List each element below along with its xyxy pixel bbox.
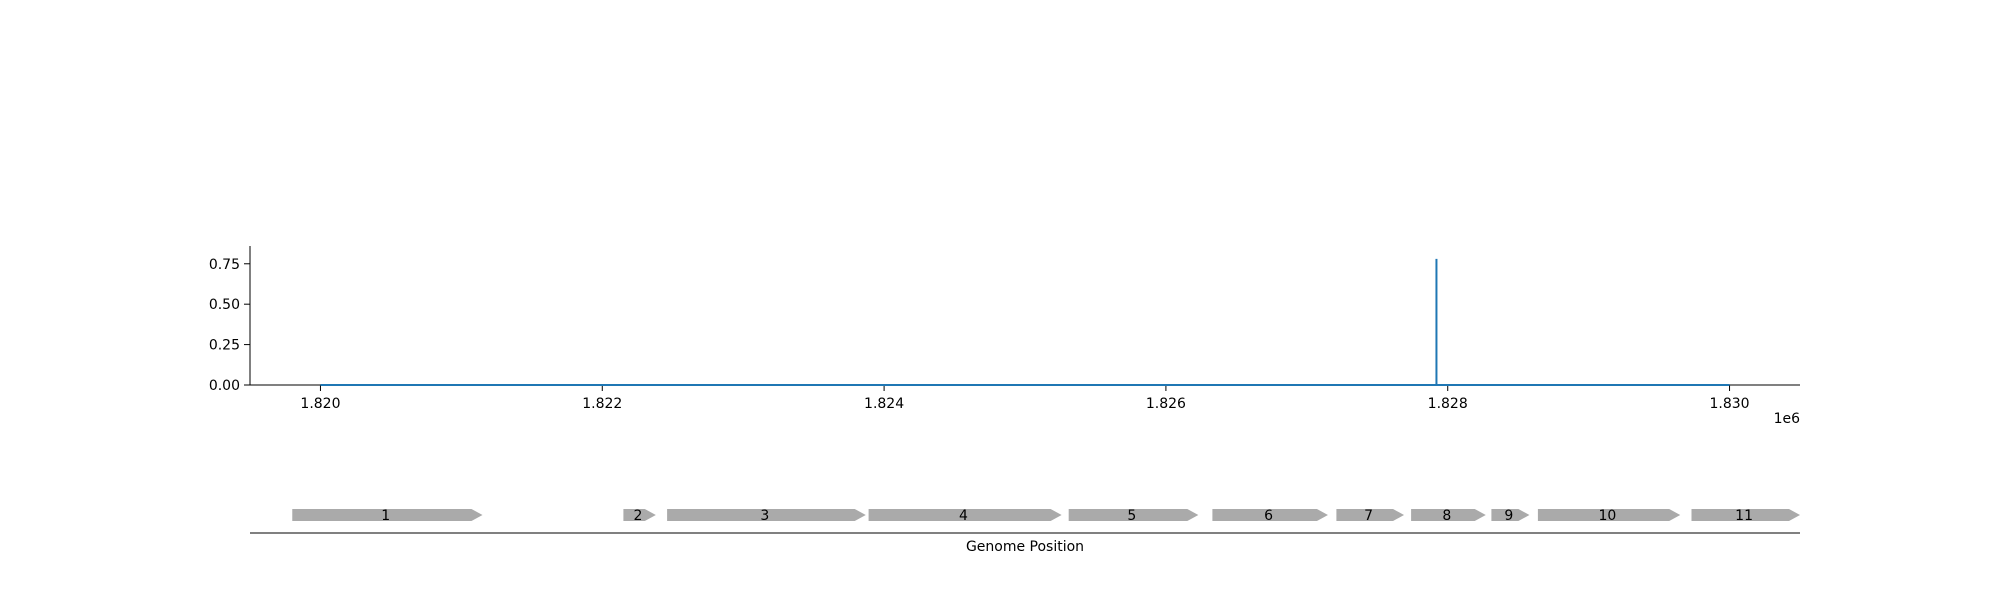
gene-label: 1 bbox=[381, 508, 390, 524]
x-tick-label: 1.820 bbox=[300, 396, 340, 412]
gene-arrow bbox=[1336, 509, 1405, 521]
gene-track: 1 2 3 4 5 6 7 8 9 10 11 Genome Position bbox=[250, 508, 1800, 555]
gene-arrows: 1 2 3 4 5 6 7 8 9 10 11 bbox=[292, 508, 1800, 524]
gene-label: 10 bbox=[1599, 508, 1617, 524]
gene-label: 4 bbox=[959, 508, 968, 524]
coverage-x-ticks: 1.820 1.822 1.824 1.826 1.828 1.830 bbox=[300, 385, 1750, 412]
gene-label: 5 bbox=[1127, 508, 1136, 524]
gene-arrow bbox=[1068, 509, 1199, 521]
x-tick-label: 1.824 bbox=[864, 396, 904, 412]
x-tick-label: 1.828 bbox=[1428, 396, 1468, 412]
gene-track-xlabel: Genome Position bbox=[966, 539, 1084, 555]
coverage-y-ticks: 0.00 0.25 0.50 0.75 bbox=[209, 257, 250, 394]
x-tick-label: 1.826 bbox=[1146, 396, 1186, 412]
y-tick-label: 0.75 bbox=[209, 257, 240, 273]
x-tick-label: 1.822 bbox=[582, 396, 622, 412]
y-tick-label: 0.25 bbox=[209, 338, 240, 354]
coverage-series bbox=[320, 258, 1730, 386]
gene-arrow bbox=[1691, 509, 1800, 521]
gene-arrow bbox=[623, 509, 656, 521]
gene-label: 3 bbox=[760, 508, 769, 524]
gene-label: 6 bbox=[1264, 508, 1273, 524]
gene-arrow bbox=[1411, 509, 1486, 521]
gene-label: 7 bbox=[1364, 508, 1373, 524]
x-tick-label: 1.830 bbox=[1709, 396, 1749, 412]
gene-arrow bbox=[1491, 509, 1530, 521]
coverage-plot: 0.000.250.500.75 1.820 1.822 1.824 1.826 1.8… bbox=[209, 246, 1800, 427]
x-offset-label: 1e6 bbox=[1774, 411, 1801, 427]
gene-label: 2 bbox=[634, 508, 643, 524]
gene-arrow bbox=[667, 509, 866, 521]
gene-label: 8 bbox=[1442, 508, 1451, 524]
coverage-line bbox=[320, 258, 1730, 386]
gene-arrow bbox=[868, 509, 1062, 521]
gene-arrow bbox=[292, 509, 483, 521]
gene-arrow bbox=[1212, 509, 1328, 521]
gene-label: 9 bbox=[1504, 508, 1513, 524]
gene-label: 11 bbox=[1735, 508, 1753, 524]
gene-arrow bbox=[1537, 509, 1681, 521]
y-tick-label: 0.00 bbox=[209, 378, 240, 394]
y-tick-label: 0.50 bbox=[209, 297, 240, 313]
